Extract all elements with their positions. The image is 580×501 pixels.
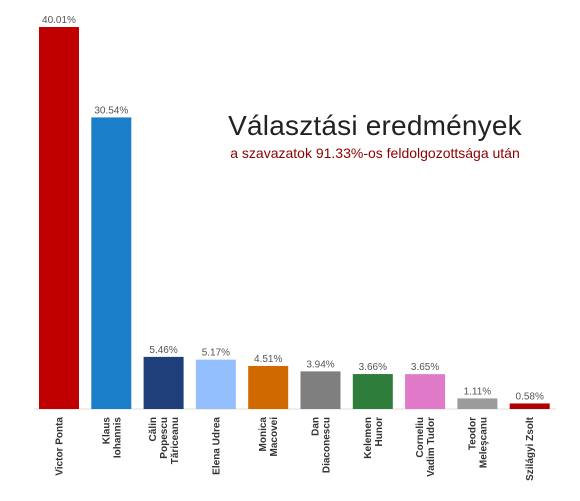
- category-label-line: Popescu: [159, 417, 170, 459]
- bar: [352, 374, 393, 409]
- category-label: Elena Udrea: [211, 417, 222, 475]
- category-label: Klaus Iohannis: [101, 417, 123, 459]
- category-label: Monica Macovei: [258, 417, 280, 457]
- bar-value-label: 3.65%: [411, 362, 439, 373]
- bar: [91, 117, 132, 409]
- category-label-line: Călin: [148, 417, 159, 441]
- bar: [39, 27, 79, 409]
- bar-value-label: 30.54%: [94, 105, 128, 116]
- category-label-line: Corneliu: [415, 417, 426, 458]
- category-label-line: Iohannis: [112, 417, 123, 459]
- bar-value-label: 3.94%: [306, 359, 334, 370]
- category-label-line: Klaus: [101, 417, 112, 445]
- chart-subtitle: a szavazatok 91.33%-os feldolgozottsága …: [230, 145, 520, 161]
- category-label-line: Hunor: [374, 417, 385, 447]
- category-label-line: Diaconescu: [322, 417, 333, 473]
- category-label: Victor Ponta: [55, 417, 66, 476]
- bar-value-label: 0.58%: [516, 391, 544, 402]
- bar: [248, 365, 289, 409]
- bar: [405, 374, 446, 409]
- bar: [143, 356, 184, 409]
- category-label-line: Monica: [258, 417, 269, 452]
- category-label-line: Victor Ponta: [55, 417, 66, 476]
- category-label-line: Kelemen: [363, 417, 374, 459]
- bar: [195, 359, 236, 409]
- category-label-line: Teodor: [467, 417, 478, 450]
- category-label-line: Macovei: [269, 417, 280, 457]
- bar-value-label: 5.17%: [202, 348, 230, 359]
- chart-title-block: Választási eredmények a szavazatok 91.33…: [190, 110, 560, 161]
- category-label: Călin Popescu Tăriceanu: [148, 417, 181, 464]
- category-label: Corneliu Vadim Tudor: [415, 417, 437, 477]
- category-label-line: Dan: [311, 417, 322, 436]
- bar: [457, 398, 498, 409]
- category-label-line: Elena Udrea: [211, 417, 222, 475]
- category-label: Kelemen Hunor: [363, 417, 385, 459]
- category-label-line: Meleşcanu: [478, 417, 489, 468]
- category-label: Teodor Meleşcanu: [467, 417, 489, 468]
- chart-title: Választási eredmények: [228, 110, 522, 141]
- category-label: Szilágyi Zsolt: [525, 416, 536, 481]
- category-label-line: Szilágyi Zsolt: [525, 416, 536, 481]
- bar-value-label: 4.51%: [254, 354, 282, 365]
- category-label-line: Tăriceanu: [170, 417, 181, 464]
- bar-value-label: 40.01%: [42, 15, 76, 26]
- category-label: Dan Diaconescu: [311, 417, 333, 473]
- category-label-line: Vadim Tudor: [426, 417, 437, 477]
- bar-value-label: 3.66%: [359, 362, 387, 373]
- bar: [509, 403, 550, 409]
- bar-value-label: 5.46%: [149, 345, 177, 356]
- bar-value-label: 1.11%: [464, 386, 492, 397]
- bar: [300, 371, 341, 409]
